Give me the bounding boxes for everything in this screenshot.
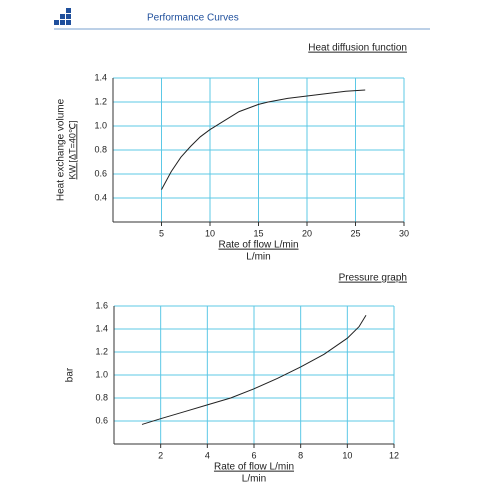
- y-tick-label: 0.8: [95, 392, 108, 402]
- y-tick-label: 1.6: [95, 300, 108, 310]
- y-axis-unit: KW [ΔT=40℃]: [67, 121, 77, 180]
- y-axis-label: Heat exchange volume: [56, 98, 67, 201]
- x-tick-label: 4: [205, 450, 210, 460]
- chart-title: Heat diffusion function: [308, 43, 407, 54]
- x-tick-label: 5: [159, 228, 164, 238]
- y-tick-label: 0.4: [94, 192, 107, 202]
- x-tick-label: 2: [158, 450, 163, 460]
- data-line: [141, 314, 367, 425]
- x-axis-label: Rate of flow L/min: [218, 240, 298, 251]
- x-tick-label: 8: [298, 450, 303, 460]
- header-title: Performance Curves: [147, 13, 239, 24]
- x-axis-label: Rate of flow L/min: [214, 462, 294, 473]
- x-tick-label: 10: [205, 228, 215, 238]
- x-axis-unit: L/min: [242, 474, 266, 485]
- y-tick-label: 0.6: [95, 415, 108, 425]
- y-tick-label: 1.0: [94, 120, 107, 130]
- y-axis-label: bar: [65, 367, 76, 382]
- x-axis-unit: L/min: [246, 252, 270, 263]
- x-tick-label: 25: [350, 228, 360, 238]
- x-tick-label: 30: [399, 228, 409, 238]
- y-tick-label: 1.2: [95, 346, 108, 356]
- y-tick-label: 0.6: [94, 168, 107, 178]
- logo: [54, 8, 71, 25]
- data-line: [161, 89, 366, 190]
- x-tick-label: 12: [389, 450, 399, 460]
- x-tick-label: 6: [251, 450, 256, 460]
- y-tick-label: 1.4: [95, 323, 108, 333]
- y-tick-label: 0.8: [94, 144, 107, 154]
- chart-title: Pressure graph: [339, 273, 407, 284]
- y-tick-label: 1.2: [94, 96, 107, 106]
- x-tick-label: 10: [342, 450, 352, 460]
- x-tick-label: 20: [302, 228, 312, 238]
- y-tick-label: 1.0: [95, 369, 108, 379]
- x-tick-label: 15: [253, 228, 263, 238]
- y-tick-label: 1.4: [94, 72, 107, 82]
